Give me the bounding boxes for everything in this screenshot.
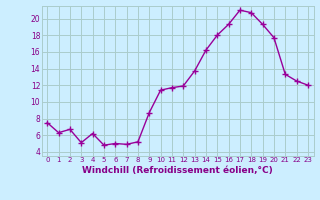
X-axis label: Windchill (Refroidissement éolien,°C): Windchill (Refroidissement éolien,°C) (82, 166, 273, 175)
